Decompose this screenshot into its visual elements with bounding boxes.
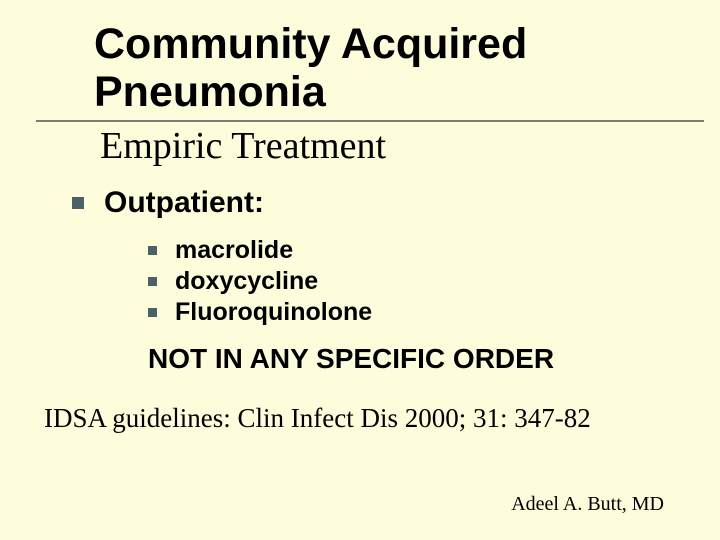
item-text: doxycycline	[175, 267, 318, 296]
emphasis-note: NOT IN ANY SPECIFIC ORDER	[0, 343, 720, 375]
slide-title-line2: Pneumonia	[94, 68, 720, 116]
citation: IDSA guidelines: Clin Infect Dis 2000; 3…	[0, 403, 720, 434]
section-row: Outpatient:	[0, 186, 720, 220]
square-bullet-icon	[148, 308, 157, 317]
section-heading: Outpatient:	[104, 186, 264, 220]
slide: Community Acquired Pneumonia Empiric Tre…	[0, 0, 720, 540]
title-block: Community Acquired Pneumonia	[0, 0, 720, 116]
slide-title-line1: Community Acquired	[94, 20, 720, 68]
item-list: macrolide doxycycline Fluoroquinolone	[0, 236, 720, 327]
square-bullet-icon	[148, 277, 157, 286]
square-bullet-icon	[72, 197, 84, 209]
title-rule	[36, 120, 704, 122]
list-item: macrolide	[148, 236, 720, 265]
item-text: macrolide	[175, 236, 293, 265]
author-credit: Adeel A. Butt, MD	[511, 493, 664, 516]
subtitle: Empiric Treatment	[0, 124, 720, 168]
list-item: doxycycline	[148, 267, 720, 296]
list-item: Fluoroquinolone	[148, 298, 720, 327]
item-text: Fluoroquinolone	[175, 298, 372, 327]
title-rule-container	[0, 120, 720, 122]
square-bullet-icon	[148, 246, 157, 255]
